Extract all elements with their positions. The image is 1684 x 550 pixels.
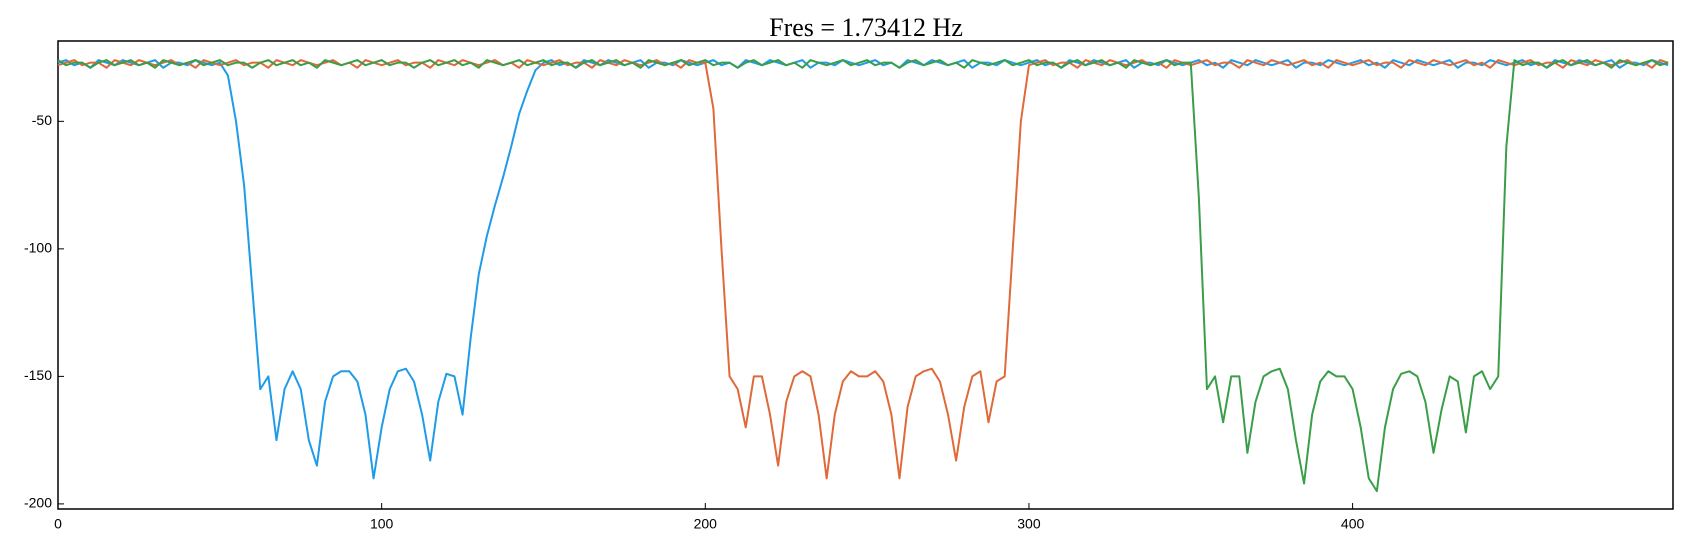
y-tick-label: -100 xyxy=(24,240,52,256)
x-tick-label: 300 xyxy=(1017,516,1041,532)
chart-title: Fres = 1.73412 Hz xyxy=(769,13,963,42)
x-tick-label: 0 xyxy=(54,516,62,532)
x-tick-label: 200 xyxy=(694,516,718,532)
series-line xyxy=(57,59,1669,480)
plot-frame xyxy=(57,40,1674,510)
x-tick-label: 100 xyxy=(370,516,394,532)
y-tick-label: -200 xyxy=(24,495,52,511)
series-line xyxy=(57,59,1669,480)
series-line xyxy=(57,59,1669,493)
x-tick-label: 400 xyxy=(1341,516,1365,532)
y-tick-label: -50 xyxy=(32,112,52,128)
y-tick-label: -150 xyxy=(24,367,52,383)
